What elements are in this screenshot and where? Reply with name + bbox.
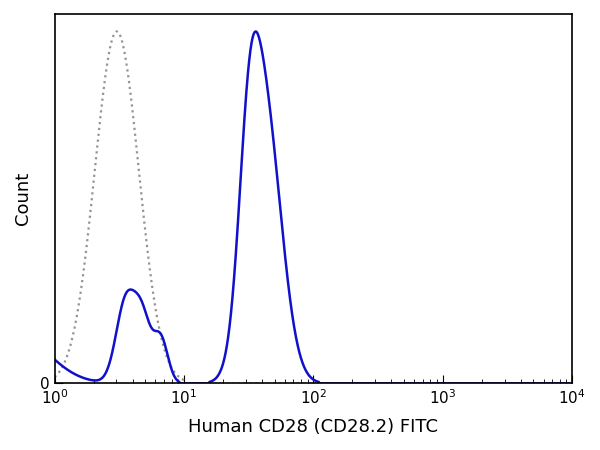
- Y-axis label: Count: Count: [14, 172, 32, 225]
- X-axis label: Human CD28 (CD28.2) FITC: Human CD28 (CD28.2) FITC: [188, 418, 439, 436]
